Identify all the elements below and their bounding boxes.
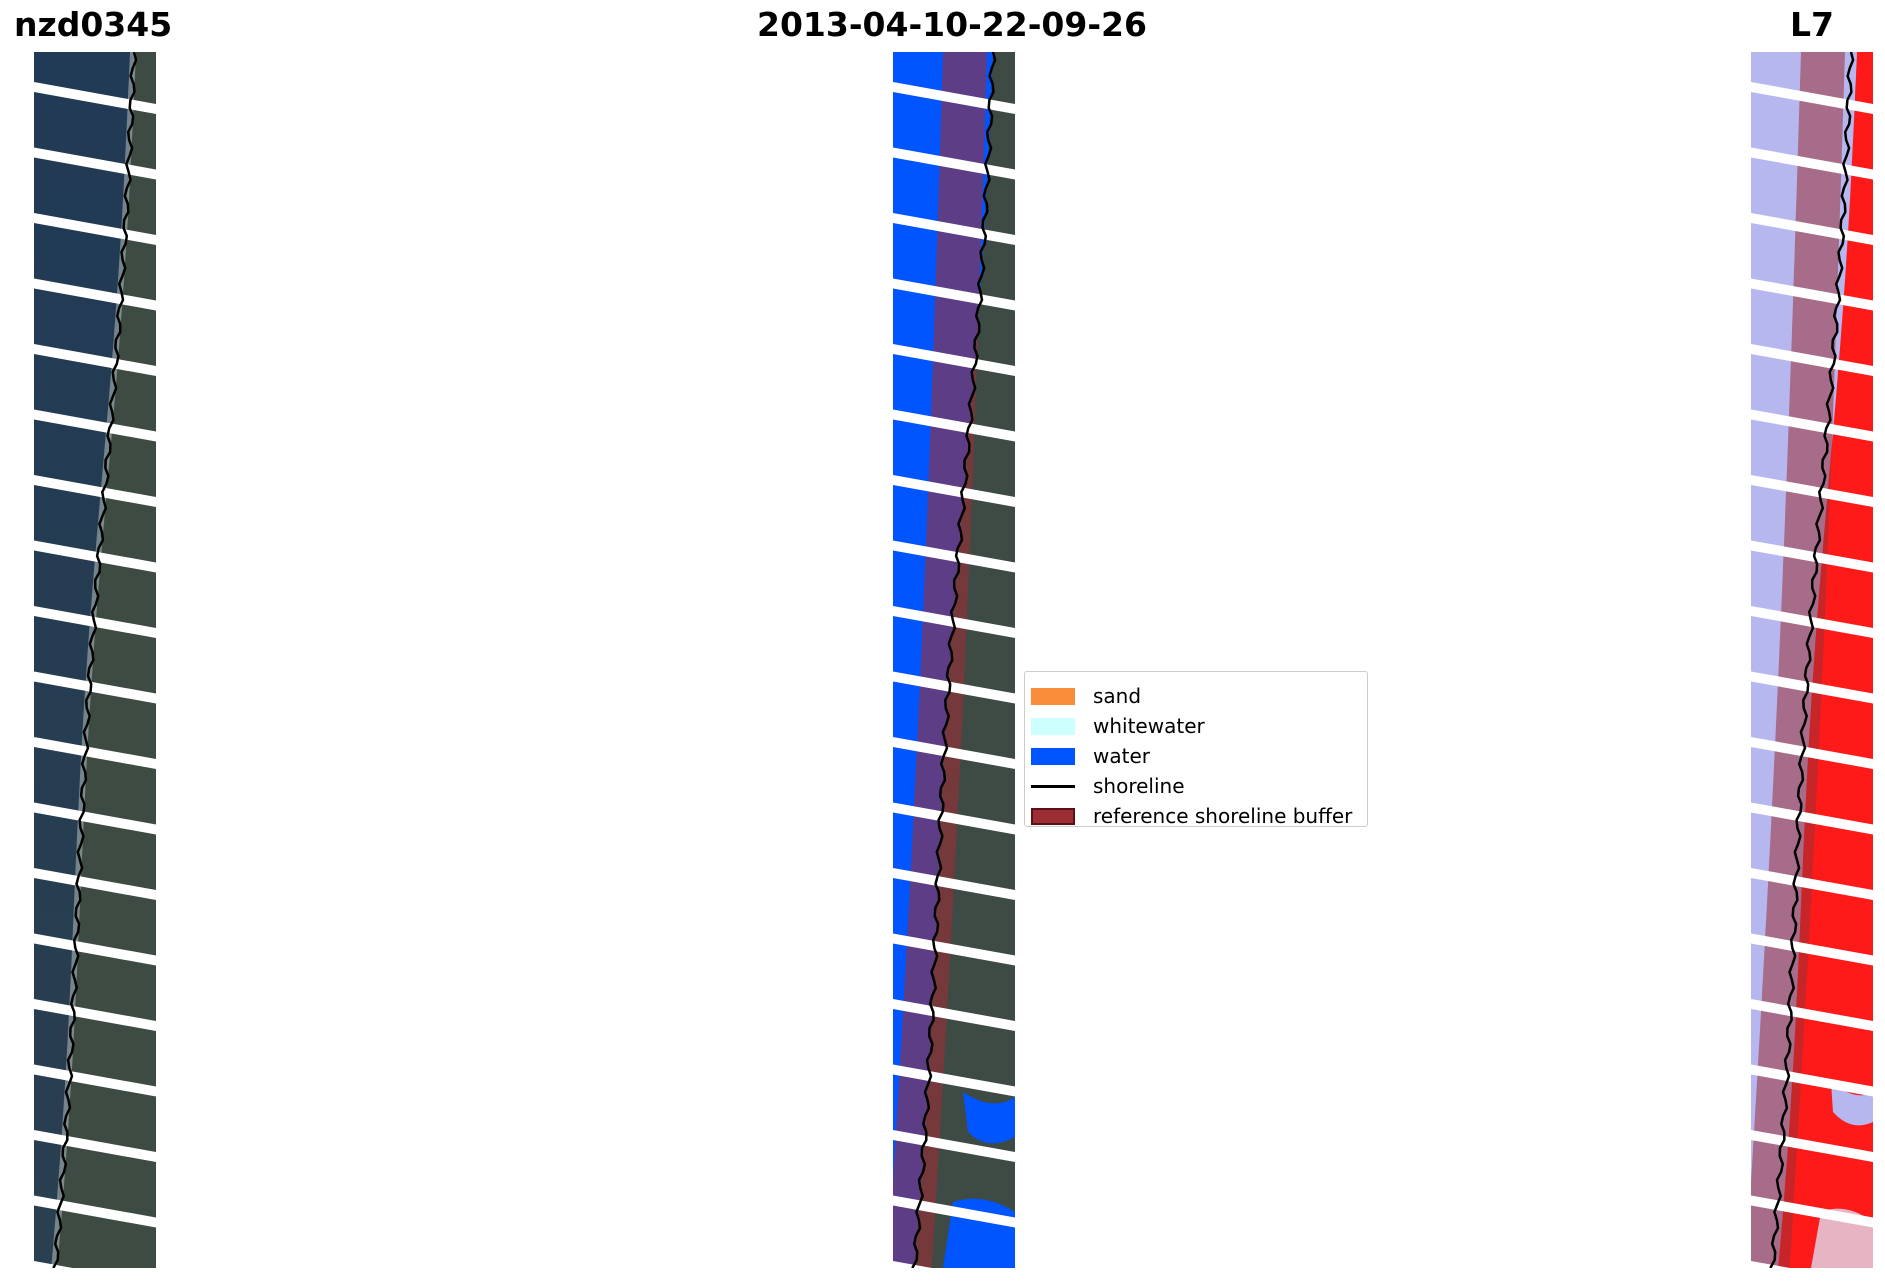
reference-buffer-swatch <box>1031 807 1075 825</box>
scan-gap-stripe <box>1751 409 1873 442</box>
scan-gap-stripe <box>893 802 1015 835</box>
satellite-title: L7 <box>1790 5 1834 44</box>
scan-gap-stripe <box>1751 344 1873 376</box>
scan-gap-stripe <box>1751 999 1873 1031</box>
index-low-patch <box>1831 1082 1873 1126</box>
scan-gap-stripe <box>34 737 156 769</box>
legend-item-reference-buffer: reference shoreline buffer <box>1031 804 1352 828</box>
scan-gap-stripe <box>1751 933 1873 966</box>
scan-gap-stripe <box>1751 802 1873 835</box>
scan-gap-stripe <box>1751 737 1873 769</box>
scan-gap-stripe <box>893 671 1015 704</box>
scan-gap-stripe <box>34 540 156 573</box>
scan-gap-stripe <box>893 868 1015 900</box>
scan-gap-stripe <box>1751 1195 1873 1228</box>
surf-zone <box>51 52 137 1268</box>
shoreline-line <box>1769 52 1855 1268</box>
scan-gap-stripe <box>34 802 156 835</box>
scan-gap-stripe <box>893 82 1015 114</box>
scan-gap-stripe <box>893 344 1015 376</box>
scan-gap-stripe <box>34 1064 156 1097</box>
legend-label-reference-buffer: reference shoreline buffer <box>1093 804 1353 828</box>
scan-gap-stripe <box>1751 278 1873 311</box>
scan-gap-stripe <box>893 1195 1015 1228</box>
scan-gap-stripe <box>893 540 1015 573</box>
scan-gap-stripe <box>1751 475 1873 507</box>
scan-gap-stripe <box>34 868 156 900</box>
legend-label-sand: sand <box>1093 684 1142 708</box>
rgb-image-panel <box>34 52 156 1268</box>
scan-gap-stripe <box>893 999 1015 1031</box>
legend-item-sand: sand <box>1031 684 1141 708</box>
inland-water-patch <box>963 1092 1015 1144</box>
scan-gap-stripe <box>893 737 1015 769</box>
legend: sand whitewater water shoreline referenc… <box>1024 671 1368 828</box>
scan-gap-stripe <box>893 475 1015 507</box>
scan-gap-stripe <box>34 1130 156 1162</box>
classified-image-panel <box>893 52 1015 1268</box>
shoreline-line-swatch <box>1031 778 1075 795</box>
reference-shoreline-buffer <box>1751 52 1845 1268</box>
scan-gap-stripe <box>34 999 156 1031</box>
reference-shoreline-buffer <box>893 52 987 1268</box>
scan-gap-stripe <box>893 1130 1015 1162</box>
legend-item-whitewater: whitewater <box>1031 714 1205 738</box>
mndwi-image-panel <box>1751 52 1873 1268</box>
shoreline-line <box>911 52 997 1268</box>
date-title: 2013-04-10-22-09-26 <box>757 5 1147 44</box>
scan-gap-stripe <box>34 671 156 704</box>
legend-label-shoreline: shoreline <box>1093 774 1185 798</box>
scan-gap-stripe <box>893 147 1015 180</box>
scan-gap-stripe <box>34 344 156 376</box>
scan-gap-stripe <box>1751 147 1873 180</box>
scan-gap-stripe <box>1751 82 1873 114</box>
scan-gap-stripe <box>34 278 156 311</box>
scan-gap-stripe <box>893 1064 1015 1097</box>
scan-gap-stripe <box>893 278 1015 311</box>
scan-gap-stripe <box>34 1195 156 1228</box>
sand-swatch <box>1031 687 1075 705</box>
water-swatch <box>1031 747 1075 765</box>
legend-item-shoreline: shoreline <box>1031 774 1185 798</box>
shoreline-line <box>52 52 138 1268</box>
rgb-image <box>34 52 156 1268</box>
scan-gap-stripe <box>34 82 156 114</box>
whitewater-swatch <box>1031 717 1075 735</box>
scan-gap-stripe <box>34 147 156 180</box>
scan-gap-stripe <box>34 475 156 507</box>
scan-gap-stripe <box>1751 1064 1873 1097</box>
scan-gap-stripe <box>1751 671 1873 704</box>
legend-item-water: water <box>1031 744 1150 768</box>
site-title: nzd0345 <box>14 5 173 44</box>
classified-image <box>893 52 1015 1268</box>
scan-gap-stripe <box>34 409 156 442</box>
land-area <box>55 52 156 1268</box>
scan-gap-stripe <box>893 933 1015 966</box>
water-index-image <box>1751 52 1873 1268</box>
scan-gap-stripe <box>1751 868 1873 900</box>
legend-label-whitewater: whitewater <box>1093 714 1205 738</box>
scan-gap-stripe <box>34 933 156 966</box>
legend-label-water: water <box>1093 744 1150 768</box>
scan-gap-stripe <box>893 409 1015 442</box>
scan-gap-stripe <box>1751 1130 1873 1162</box>
scan-gap-stripe <box>1751 540 1873 573</box>
